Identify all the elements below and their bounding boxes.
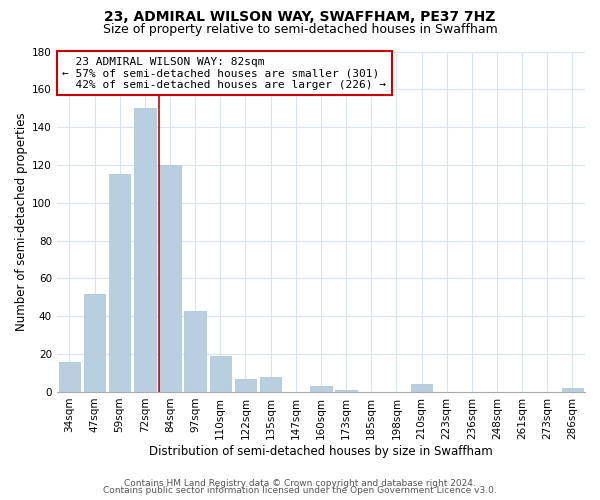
Bar	[84, 294, 105, 392]
Text: Contains HM Land Registry data © Crown copyright and database right 2024.: Contains HM Land Registry data © Crown c…	[124, 478, 476, 488]
Bar	[59, 362, 80, 392]
X-axis label: Distribution of semi-detached houses by size in Swaffham: Distribution of semi-detached houses by …	[149, 444, 493, 458]
Bar	[134, 108, 155, 392]
Bar	[159, 165, 181, 392]
Text: 23 ADMIRAL WILSON WAY: 82sqm
← 57% of semi-detached houses are smaller (301)
  4: 23 ADMIRAL WILSON WAY: 82sqm ← 57% of se…	[62, 56, 386, 90]
Bar	[209, 356, 231, 392]
Bar	[562, 388, 583, 392]
Text: 23, ADMIRAL WILSON WAY, SWAFFHAM, PE37 7HZ: 23, ADMIRAL WILSON WAY, SWAFFHAM, PE37 7…	[104, 10, 496, 24]
Bar	[335, 390, 357, 392]
Y-axis label: Number of semi-detached properties: Number of semi-detached properties	[15, 112, 28, 331]
Text: Size of property relative to semi-detached houses in Swaffham: Size of property relative to semi-detach…	[103, 22, 497, 36]
Bar	[310, 386, 332, 392]
Bar	[184, 310, 206, 392]
Bar	[411, 384, 432, 392]
Bar	[235, 378, 256, 392]
Bar	[109, 174, 130, 392]
Bar	[260, 377, 281, 392]
Text: Contains public sector information licensed under the Open Government Licence v3: Contains public sector information licen…	[103, 486, 497, 495]
